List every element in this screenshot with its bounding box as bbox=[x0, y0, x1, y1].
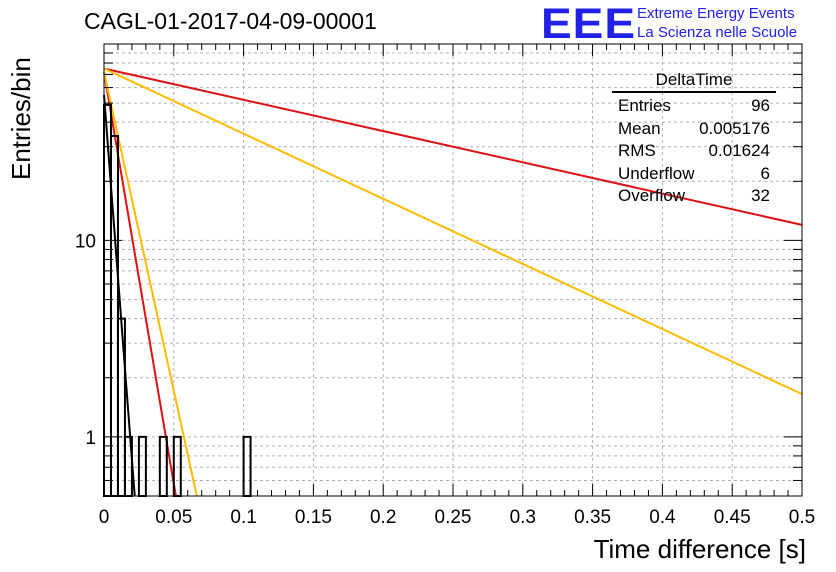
logo-mark: EEE bbox=[541, 0, 637, 48]
fit-line-3 bbox=[103, 67, 803, 226]
x-tick-label: 0.5 bbox=[789, 507, 815, 528]
x-tick-label: 0.35 bbox=[574, 507, 611, 528]
stats-value: 0.005176 bbox=[699, 118, 770, 138]
stats-label: Entries bbox=[618, 96, 671, 115]
x-tick-label: 0.1 bbox=[230, 507, 256, 528]
logo-line-1: Extreme Energy Events bbox=[637, 5, 795, 22]
x-axis-label: Time difference [s] bbox=[593, 534, 806, 564]
stats-title: DeltaTime bbox=[612, 70, 776, 93]
x-tick-label: 0.45 bbox=[714, 507, 751, 528]
fit-line-0 bbox=[103, 94, 136, 497]
histogram-bars bbox=[103, 103, 252, 498]
fit-line-2 bbox=[103, 71, 198, 497]
x-tick-label: 0.3 bbox=[510, 507, 536, 528]
logo-line-2: La Scienza nelle Scuole bbox=[637, 24, 798, 41]
stats-value: 6 bbox=[760, 163, 770, 183]
fit-lines bbox=[103, 67, 803, 497]
plot-title: CAGL-01-2017-04-09-00001 bbox=[84, 8, 377, 34]
stats-label: RMS bbox=[618, 141, 656, 160]
x-tick-label: 0.05 bbox=[155, 507, 192, 528]
axes bbox=[103, 43, 803, 497]
stats-value: 32 bbox=[751, 186, 770, 205]
x-tick-label: 0.2 bbox=[370, 507, 396, 528]
fit-line-1 bbox=[103, 71, 177, 497]
x-tick-label: 0 bbox=[99, 507, 110, 528]
stats-label: Mean bbox=[618, 118, 661, 138]
stats-row-entries: Entries 96 bbox=[612, 95, 776, 118]
stats-row-underflow: Underflow 6 bbox=[612, 163, 776, 186]
fit-line-4 bbox=[103, 67, 803, 396]
tick-labels: 0 0.05 0.1 0.15 0.2 0.25 0.3 0.35 0.4 0.45 0.5 1 10 bbox=[75, 231, 815, 528]
stats-row-mean: Mean 0.005176 bbox=[612, 118, 776, 141]
x-tick-label: 0.25 bbox=[435, 507, 472, 528]
y-tick-label: 1 bbox=[85, 428, 96, 449]
x-tick-label: 0.15 bbox=[295, 507, 332, 528]
stats-value: 0.01624 bbox=[708, 141, 770, 160]
y-axis-label: Entries/bin bbox=[6, 57, 36, 180]
stats-box: DeltaTime Entries 96 Mean 0.005176 RMS 0… bbox=[612, 70, 776, 208]
x-tick-label: 0.4 bbox=[649, 507, 676, 528]
stats-label: Underflow bbox=[618, 163, 695, 183]
stats-value: 96 bbox=[751, 96, 770, 115]
stats-label: Overflow bbox=[618, 186, 686, 205]
y-tick-label: 10 bbox=[75, 231, 96, 252]
stats-row-rms: RMS 0.01624 bbox=[612, 140, 776, 163]
stats-row-overflow: Overflow 32 bbox=[612, 185, 776, 208]
